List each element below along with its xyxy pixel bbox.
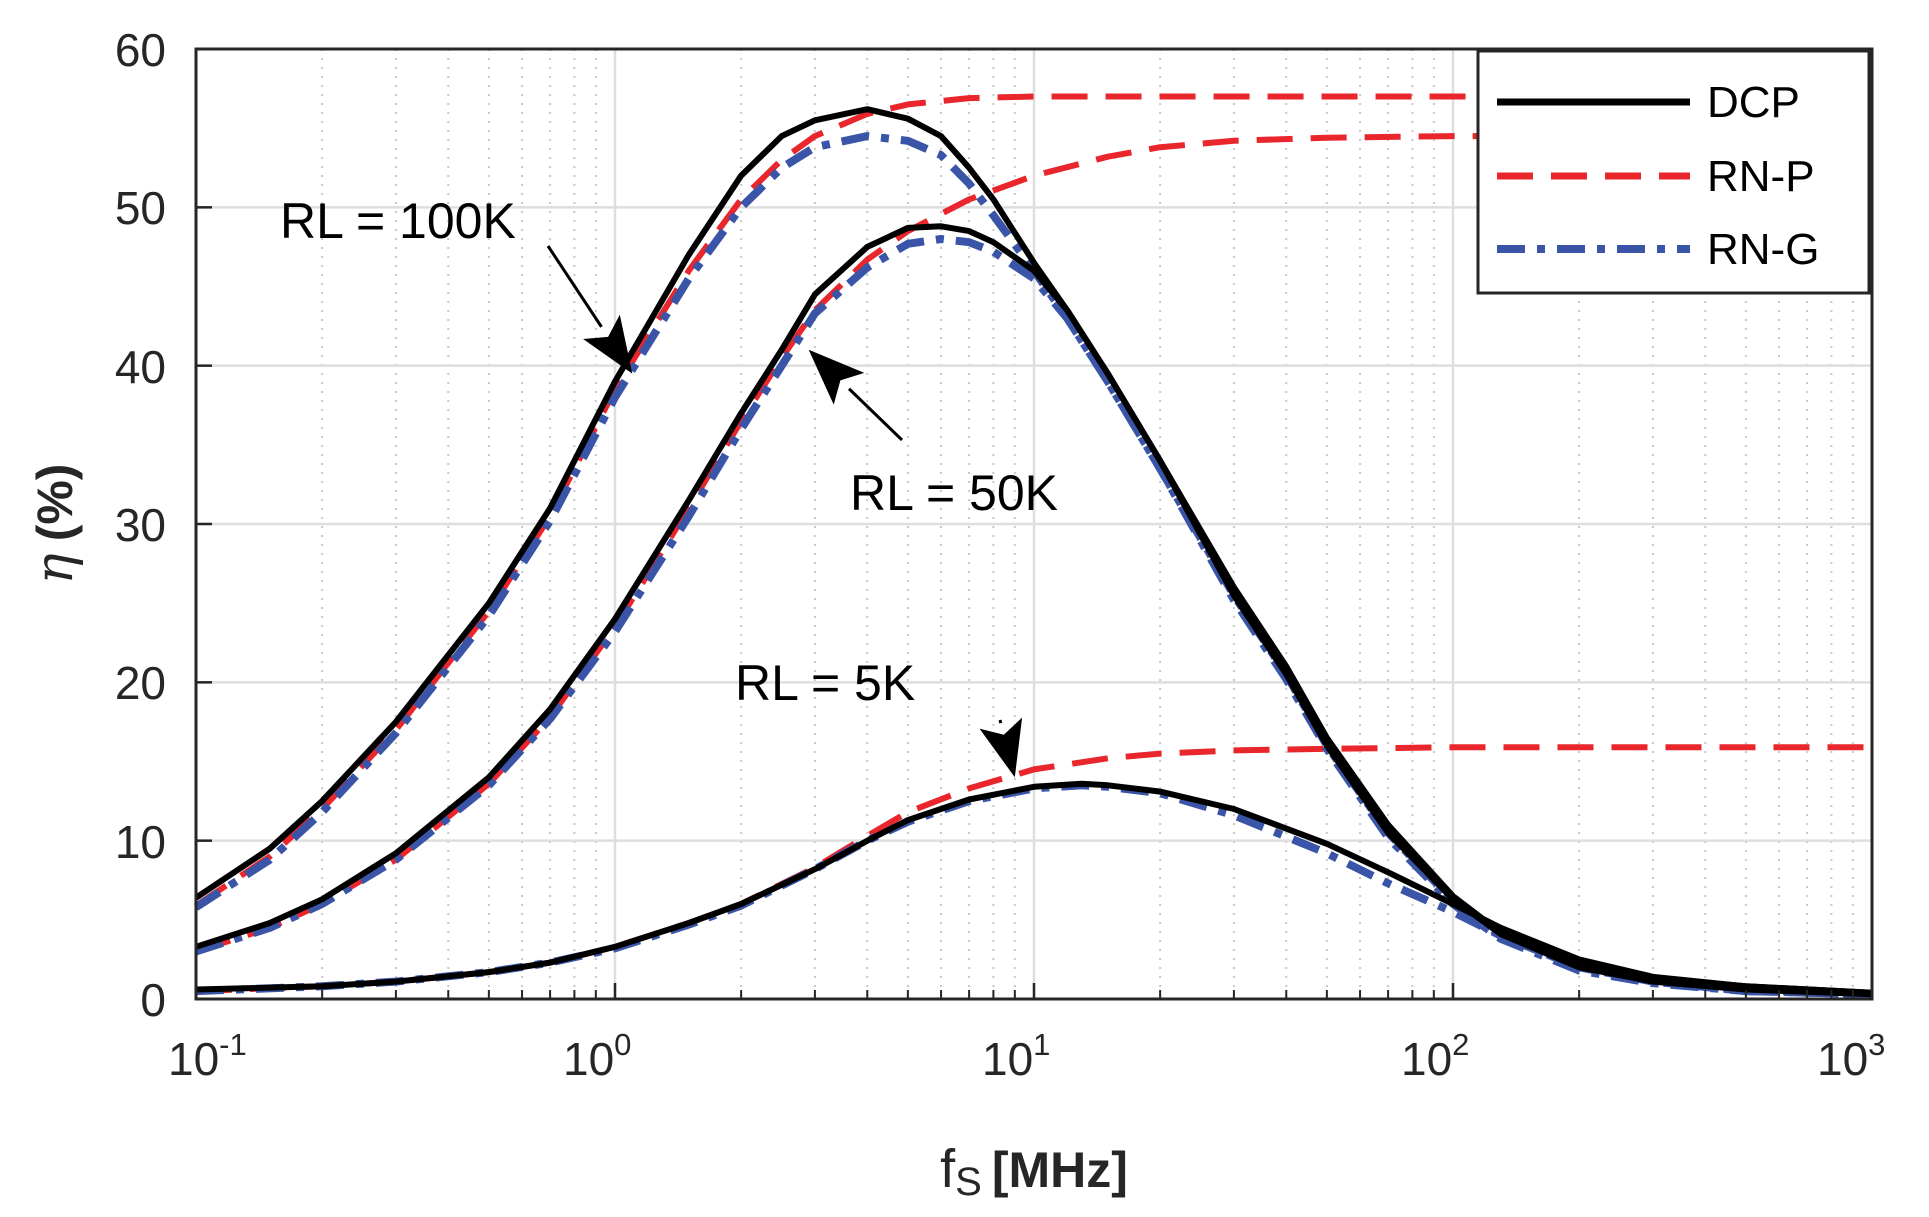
annotation-rl-50k: RL = 50K: [850, 465, 1058, 521]
annotation-arrow-head: [583, 314, 633, 374]
y-axis-label: η(%): [25, 464, 85, 585]
x-tick-label: 101: [982, 1027, 1050, 1085]
annotation-arrow-shaft: [546, 245, 603, 328]
annotation-arrow-shaft: [847, 387, 904, 442]
y-tick-label: 0: [140, 974, 166, 1026]
series-line-rn-p-rl100k: [194, 93, 1872, 909]
annotation-arrow-head: [808, 349, 865, 405]
x-tick-label: 100: [563, 1027, 631, 1085]
series-layer: [193, 93, 1873, 999]
annotation-arrows: [546, 245, 1023, 778]
y-tick-label: 20: [115, 657, 166, 709]
y-tick-labels: 0 10 20 30 40 50 60: [115, 24, 166, 1026]
annotation-rl-100k: RL = 100K: [280, 193, 516, 249]
x-tick-labels: 10-1 100 101 102 103: [168, 1027, 1885, 1085]
annotation-rl-5k: RL = 5K: [735, 655, 915, 711]
legend-label-dcp: DCP: [1707, 78, 1800, 127]
x-axis-label: fS [MHz]: [940, 1139, 1128, 1204]
y-tick-label: 30: [115, 499, 166, 551]
y-tick-label: 50: [115, 182, 166, 234]
annotation-arrow-shaft: [998, 719, 1003, 724]
legend-label-rn-p: RN-P: [1707, 152, 1815, 201]
x-tick-label: 10-1: [168, 1027, 247, 1085]
tick-marks: [194, 47, 1874, 1001]
legend: DCP RN-P RN-G: [1476, 49, 1871, 295]
y-tick-label: 10: [115, 816, 166, 868]
annotation-arrow-head: [979, 717, 1023, 778]
x-tick-label: 102: [1401, 1027, 1469, 1085]
y-tick-label: 40: [115, 341, 166, 393]
y-tick-label: 60: [115, 24, 166, 76]
series-line-dcp-rl5k: [195, 780, 1873, 996]
x-tick-label: 103: [1817, 1027, 1885, 1085]
legend-label-rn-g: RN-G: [1707, 225, 1819, 274]
annotations: RL = 100K RL = 50K RL = 5K: [280, 193, 1058, 778]
